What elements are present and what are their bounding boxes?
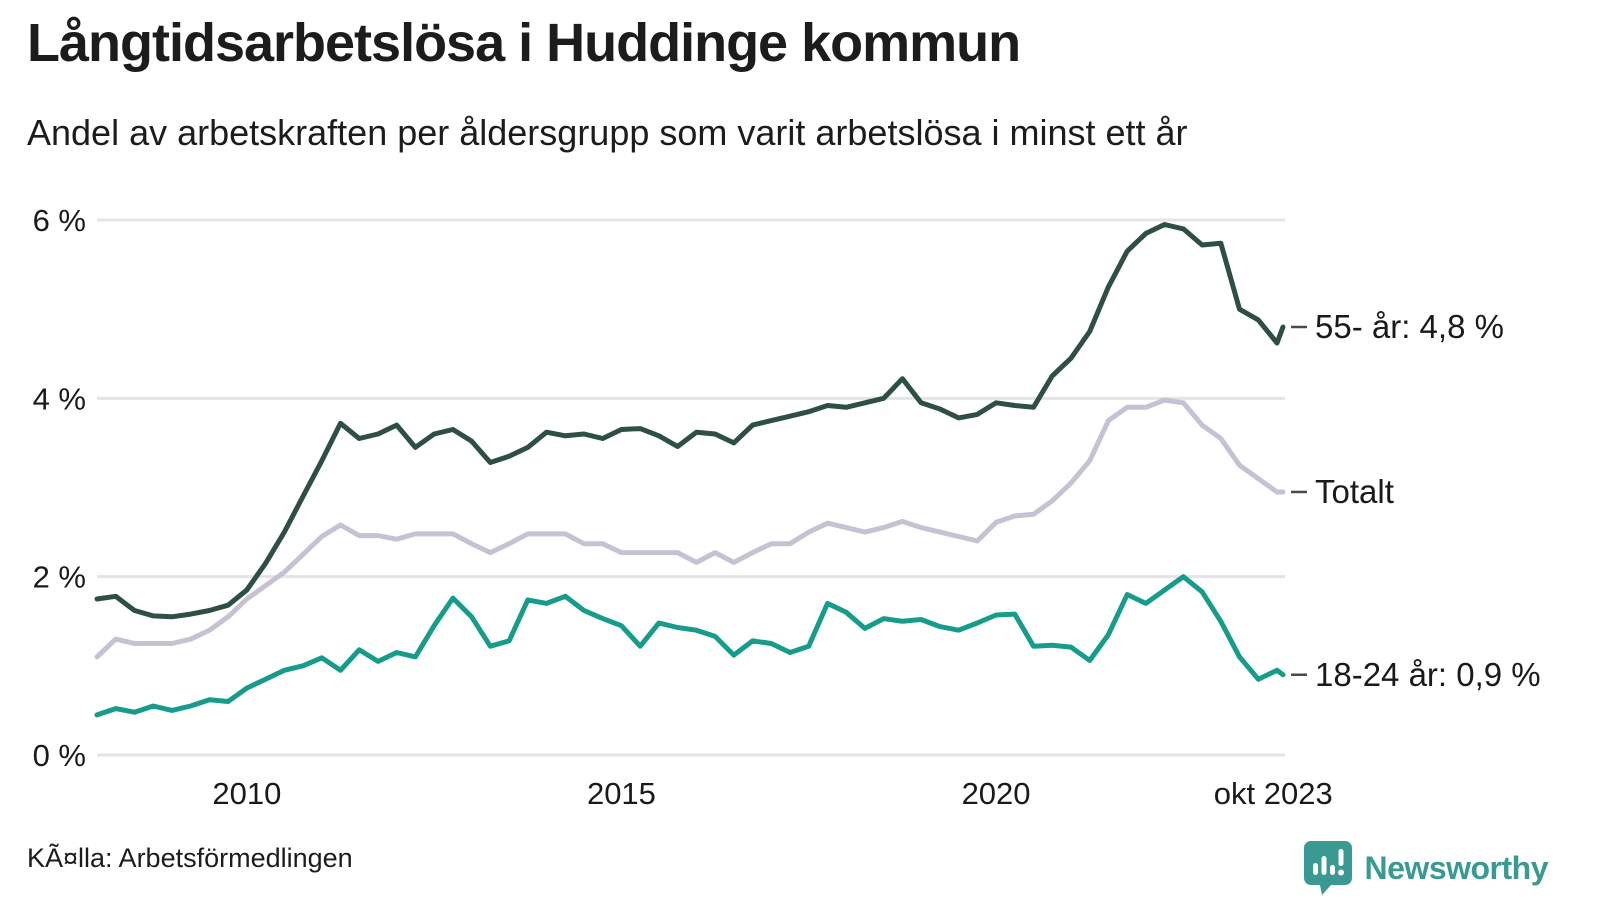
line-chart: 0 % 2 % 4 % 6 % 2010 2015 2020 okt 2023 55- år: … [33, 203, 1541, 811]
series-line-1 [94, 397, 1286, 660]
chart-subtitle: Andel av arbetskraften per åldersgrupp s… [27, 112, 1188, 153]
newsworthy-logo: Newsworthy [1303, 840, 1549, 896]
end-label-1: Totalt [1315, 473, 1394, 510]
y-tick-label: 6 % [33, 203, 86, 238]
end-label-0: 55- år: 4,8 % [1315, 308, 1504, 345]
series-line-2 [94, 574, 1286, 718]
y-tick-label: 4 % [33, 381, 86, 416]
y-tick-label: 0 % [33, 738, 86, 773]
end-label-2: 18-24 år: 0,9 % [1315, 656, 1541, 693]
y-tick-label: 2 % [33, 560, 86, 595]
x-tick-label: 2020 [962, 776, 1031, 811]
source-note: KÃ¤lla: Arbetsförmedlingen [27, 843, 353, 873]
newsworthy-logo-icon [1303, 840, 1353, 896]
x-tick-label: 2010 [212, 776, 281, 811]
x-tick-label: okt 2023 [1214, 776, 1333, 811]
newsworthy-logo-text: Newsworthy [1364, 849, 1549, 886]
page-title: Långtidsarbetslösa i Huddinge kommun [27, 13, 1021, 73]
x-tick-label: 2015 [587, 776, 656, 811]
series-line-0 [94, 222, 1286, 620]
